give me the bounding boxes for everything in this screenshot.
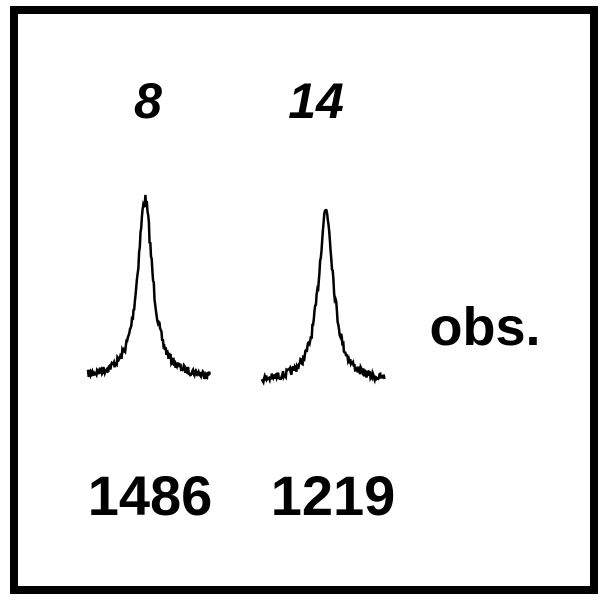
side-label: obs. (429, 297, 540, 357)
peak-value: 1486 (88, 464, 213, 527)
peak-label: 8 (134, 73, 162, 129)
peak-value: 1219 (271, 464, 396, 527)
peak-label: 14 (288, 73, 344, 129)
spectrum-peak (260, 208, 386, 386)
spectrum-peak (86, 194, 212, 381)
spectra (86, 194, 386, 386)
frame (10, 6, 598, 594)
